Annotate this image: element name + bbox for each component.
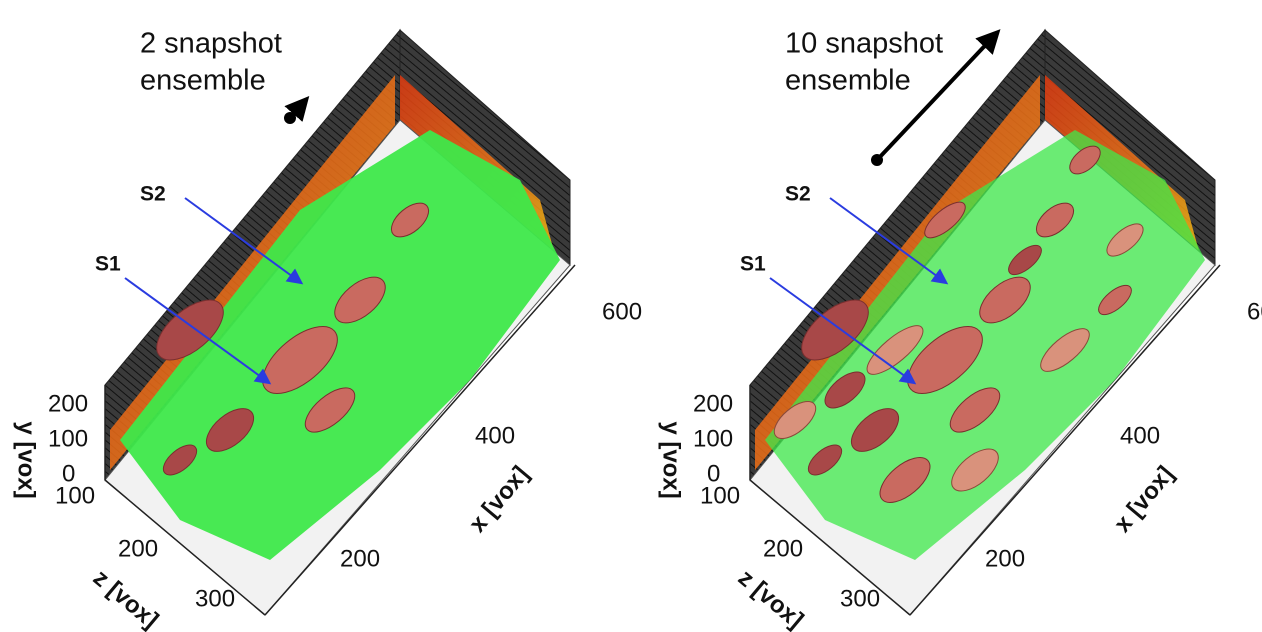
x-tick-label: 600 <box>602 298 642 325</box>
s1-label: S1 <box>740 253 766 276</box>
x-axis-label: x [vox] <box>1109 461 1179 538</box>
title-line: ensemble <box>785 65 911 97</box>
x-tick-label: 400 <box>475 422 515 449</box>
y-tick-label: 200 <box>693 390 733 417</box>
x-axis-label: x [vox] <box>464 461 534 538</box>
z-tick-label: 100 <box>700 482 740 509</box>
y-axis-label: y [vox] <box>13 421 40 498</box>
s2-label: S2 <box>785 183 811 206</box>
s2-label: S2 <box>140 183 166 206</box>
arrow-dot <box>284 112 296 124</box>
x-tick-label: 400 <box>1120 422 1160 449</box>
title-line: ensemble <box>140 65 266 97</box>
arrow-dot <box>871 154 883 166</box>
y-tick-label: 200 <box>48 390 88 417</box>
z-axis-label: z [vox] <box>88 564 164 632</box>
title-line: 10 snapshot <box>785 28 943 60</box>
z-tick-label: 300 <box>195 585 235 612</box>
panel: 10 snapshotensembleS2S120040060020010001… <box>658 28 1262 632</box>
panel: 2 snapshotensembleS2S1200400600200100010… <box>13 28 642 632</box>
y-axis-label: y [vox] <box>658 421 685 498</box>
z-tick-label: 200 <box>118 535 158 562</box>
x-tick-label: 200 <box>985 545 1025 572</box>
s1-label: S1 <box>95 253 121 276</box>
y-tick-label: 100 <box>693 425 733 452</box>
figure: 2 snapshotensembleS2S1200400600200100010… <box>0 0 1262 632</box>
z-tick-label: 200 <box>763 535 803 562</box>
z-axis-label: z [vox] <box>733 564 809 632</box>
x-tick-label: 200 <box>340 545 380 572</box>
z-tick-label: 300 <box>840 585 880 612</box>
y-tick-label: 100 <box>48 425 88 452</box>
z-tick-label: 100 <box>55 482 95 509</box>
title-line: 2 snapshot <box>140 28 282 60</box>
x-tick-label: 600 <box>1247 298 1262 325</box>
